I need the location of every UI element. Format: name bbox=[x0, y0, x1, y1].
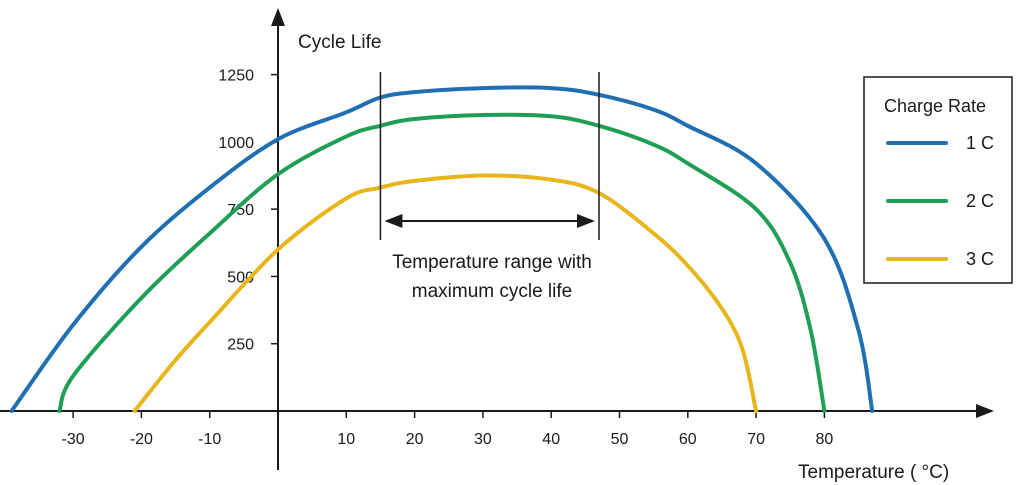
legend-title: Charge Rate bbox=[884, 96, 986, 116]
legend-box bbox=[863, 76, 1013, 284]
x-tick-label: 40 bbox=[542, 431, 560, 448]
annotation-text-line1: Temperature range with bbox=[392, 252, 592, 273]
axes: -30 -20 -10 10 20 30 40 50 60 70 80 25050075010001… bbox=[0, 8, 994, 470]
series-line-3c bbox=[132, 173, 759, 413]
series-line-2c bbox=[57, 112, 827, 413]
series-lines bbox=[9, 85, 875, 413]
legend: Charge Rate 1 C 2 C 3 C bbox=[863, 76, 1013, 284]
x-tick-label: 80 bbox=[816, 431, 834, 448]
x-tick-label: -30 bbox=[62, 431, 85, 448]
range-arrowhead-right bbox=[577, 214, 596, 228]
y-axis-arrowhead bbox=[271, 8, 285, 26]
x-ticks: -30 -20 -10 10 20 30 40 50 60 70 80 bbox=[62, 411, 834, 448]
y-axis-title: Cycle Life bbox=[298, 32, 381, 53]
x-tick-label: 50 bbox=[611, 431, 629, 448]
y-tick-label: 1250 bbox=[218, 68, 254, 85]
annotation-text-line2: maximum cycle life bbox=[412, 281, 572, 302]
annotation: Temperature range with maximum cycle lif… bbox=[379, 72, 600, 302]
y-tick-label: 750 bbox=[227, 202, 254, 219]
y-tick-label: 1000 bbox=[218, 135, 254, 152]
x-tick-label: 30 bbox=[474, 431, 492, 448]
range-arrowhead-left bbox=[384, 214, 403, 228]
legend-entries: 1 C 2 C 3 C bbox=[886, 133, 994, 269]
x-tick-label: 10 bbox=[337, 431, 355, 448]
legend-label: 1 C bbox=[966, 133, 994, 153]
x-tick-label: 70 bbox=[747, 431, 765, 448]
x-axis-arrowhead bbox=[976, 404, 994, 418]
x-tick-label: -10 bbox=[198, 431, 221, 448]
series-line-1c bbox=[9, 85, 875, 413]
x-axis-title: Temperature ( °C) bbox=[798, 462, 949, 483]
legend-label: 2 C bbox=[966, 191, 994, 211]
x-tick-label: -20 bbox=[130, 431, 153, 448]
x-tick-label: 60 bbox=[679, 431, 697, 448]
x-tick-label: 20 bbox=[406, 431, 424, 448]
y-tick-label: 250 bbox=[227, 337, 254, 354]
legend-label: 3 C bbox=[966, 249, 994, 269]
